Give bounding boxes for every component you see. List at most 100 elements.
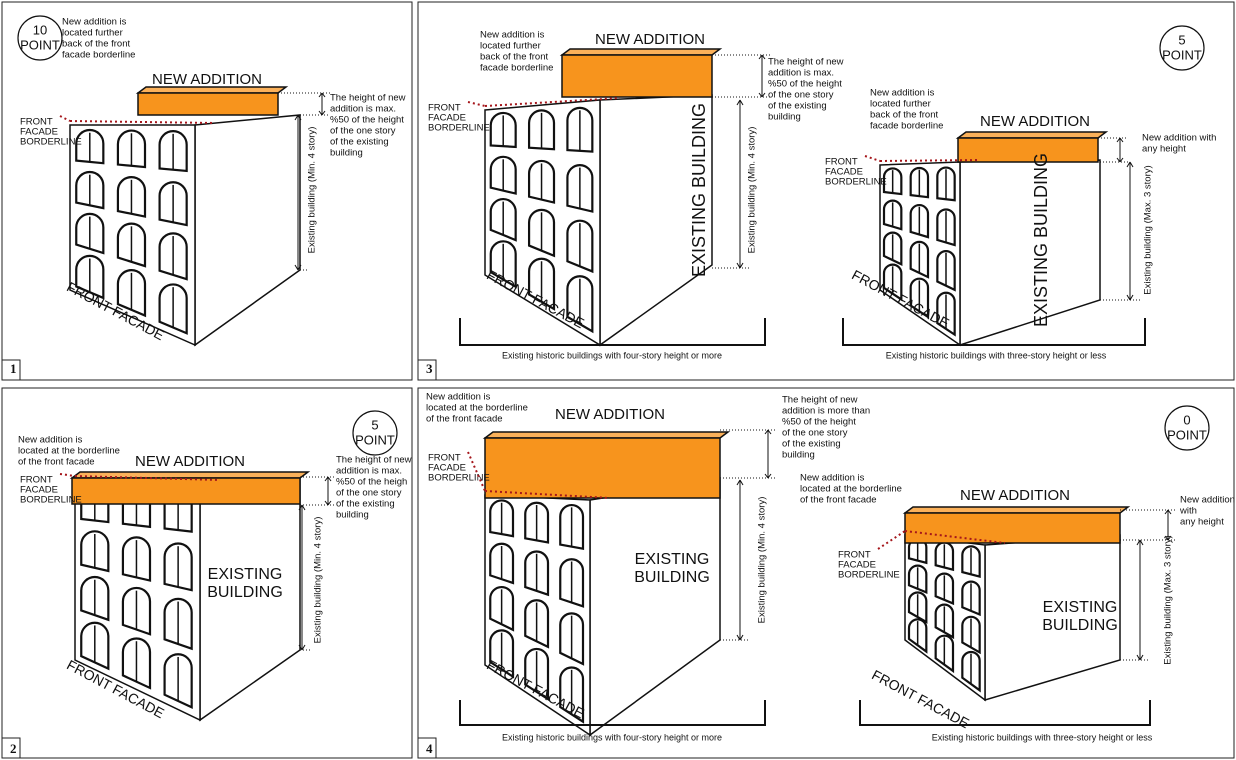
height-note: building [336,510,369,521]
arrow-head [318,92,323,98]
panel-number-box [417,359,437,381]
height-note: The height of new [330,93,406,104]
height-note: of the one story [330,126,396,137]
height-note: The height of new [782,395,858,406]
arrow-head [736,99,741,106]
arrow-head [318,110,323,116]
borderline-label: FACADE [428,463,466,474]
borderline-dots [69,120,216,124]
height-note: building [782,450,815,461]
height-note: addition is more than [782,406,870,417]
height-note: %50 of the height [768,79,842,90]
building-label: EXISTING [635,551,710,568]
arrow-head [321,110,326,116]
addition-note: New addition is [480,30,545,41]
height-note: %50 of the heigh [336,477,407,488]
arrow-head [324,500,329,506]
addition-top [559,48,723,56]
borderline-label: FACADE [825,167,863,178]
arrow-head [294,114,299,121]
score-label: POINT [20,37,60,52]
borderline-dots [59,473,76,477]
addition-note: New addition is [426,392,491,403]
height-note: of the existing [336,499,395,510]
panel-number: 2 [10,741,17,756]
addition-box [137,92,279,116]
panel-frame [417,1,1235,381]
addition-top [902,506,1131,514]
addition-note: facade borderline [870,121,943,132]
height-note: addition is max. [768,68,834,79]
arrow-head [761,54,766,60]
addition-note: New addition is [62,17,127,28]
height-note: %50 of the height [782,417,856,428]
panel-number: 3 [426,361,433,376]
score-value: 5 [371,417,378,432]
height-note: The height of new [768,57,844,68]
arrow-head [767,473,772,479]
building-label: BUILDING [207,584,283,601]
building-label: EXISTING [208,566,283,583]
height-note: any height [1180,517,1224,528]
borderline-label: FACADE [428,113,466,124]
score-badge [352,410,398,456]
height-note: of the one story [782,428,848,439]
borderline-label: BORDERLINE [428,123,490,134]
arrow-head [739,99,744,106]
addition-note: located at the borderline [800,484,902,495]
addition-note: New addition is [800,473,865,484]
borderline-dots [467,101,486,107]
arrow-head [294,264,299,271]
arrow-head [297,114,302,121]
arrow-head [1164,535,1169,541]
bracket [842,318,1146,346]
borderline-label: FRONT [20,117,53,128]
new-addition-label: NEW ADDITION [135,453,245,470]
arrow-head [301,504,306,511]
arrow-head [1136,539,1141,546]
score-badge [1159,25,1205,71]
bracket [459,318,766,346]
score-label: POINT [1167,427,1207,442]
arrow-head [298,644,303,651]
arrow-head [736,262,741,269]
addition-note: New addition is [18,435,83,446]
height-note: with [1179,506,1197,517]
panel-number-box [417,737,437,759]
arrow-head [1116,137,1121,143]
addition-top [69,471,311,479]
arrow-head [761,92,766,98]
arrow-head [739,262,744,269]
height-note: %50 of the height [330,115,404,126]
score-label: POINT [1162,47,1202,62]
score-badge [1164,405,1210,451]
addition-box [904,512,1121,544]
addition-top [482,431,731,439]
building-label: EXISTING BUILDING [689,103,709,277]
borderline-label: FRONT [825,157,858,168]
borderline-label: BORDERLINE [838,570,900,581]
building-side [589,479,721,737]
arrow-head [767,429,772,435]
borderline-label: FRONT [838,550,871,561]
arrow-head [301,644,306,651]
borderline-dots [877,530,906,550]
height-note: The height of new [336,455,412,466]
arrow-head [1116,157,1121,163]
addition-note: back of the front [870,110,938,121]
height-note: building [330,148,363,159]
building-label: EXISTING BUILDING [1031,153,1051,327]
addition-top [955,131,1109,139]
new-addition-label: NEW ADDITION [960,487,1070,504]
addition-note: located further [480,41,541,52]
arrow-head [1167,509,1172,515]
borderline-label: BORDERLINE [20,495,82,506]
borderline-dots [484,490,611,499]
borderline-label: FRONT [20,475,53,486]
panel-number: 1 [10,361,17,376]
arrow-head [1129,294,1134,301]
arrow-head [1126,294,1131,301]
arrow-head [739,479,744,486]
